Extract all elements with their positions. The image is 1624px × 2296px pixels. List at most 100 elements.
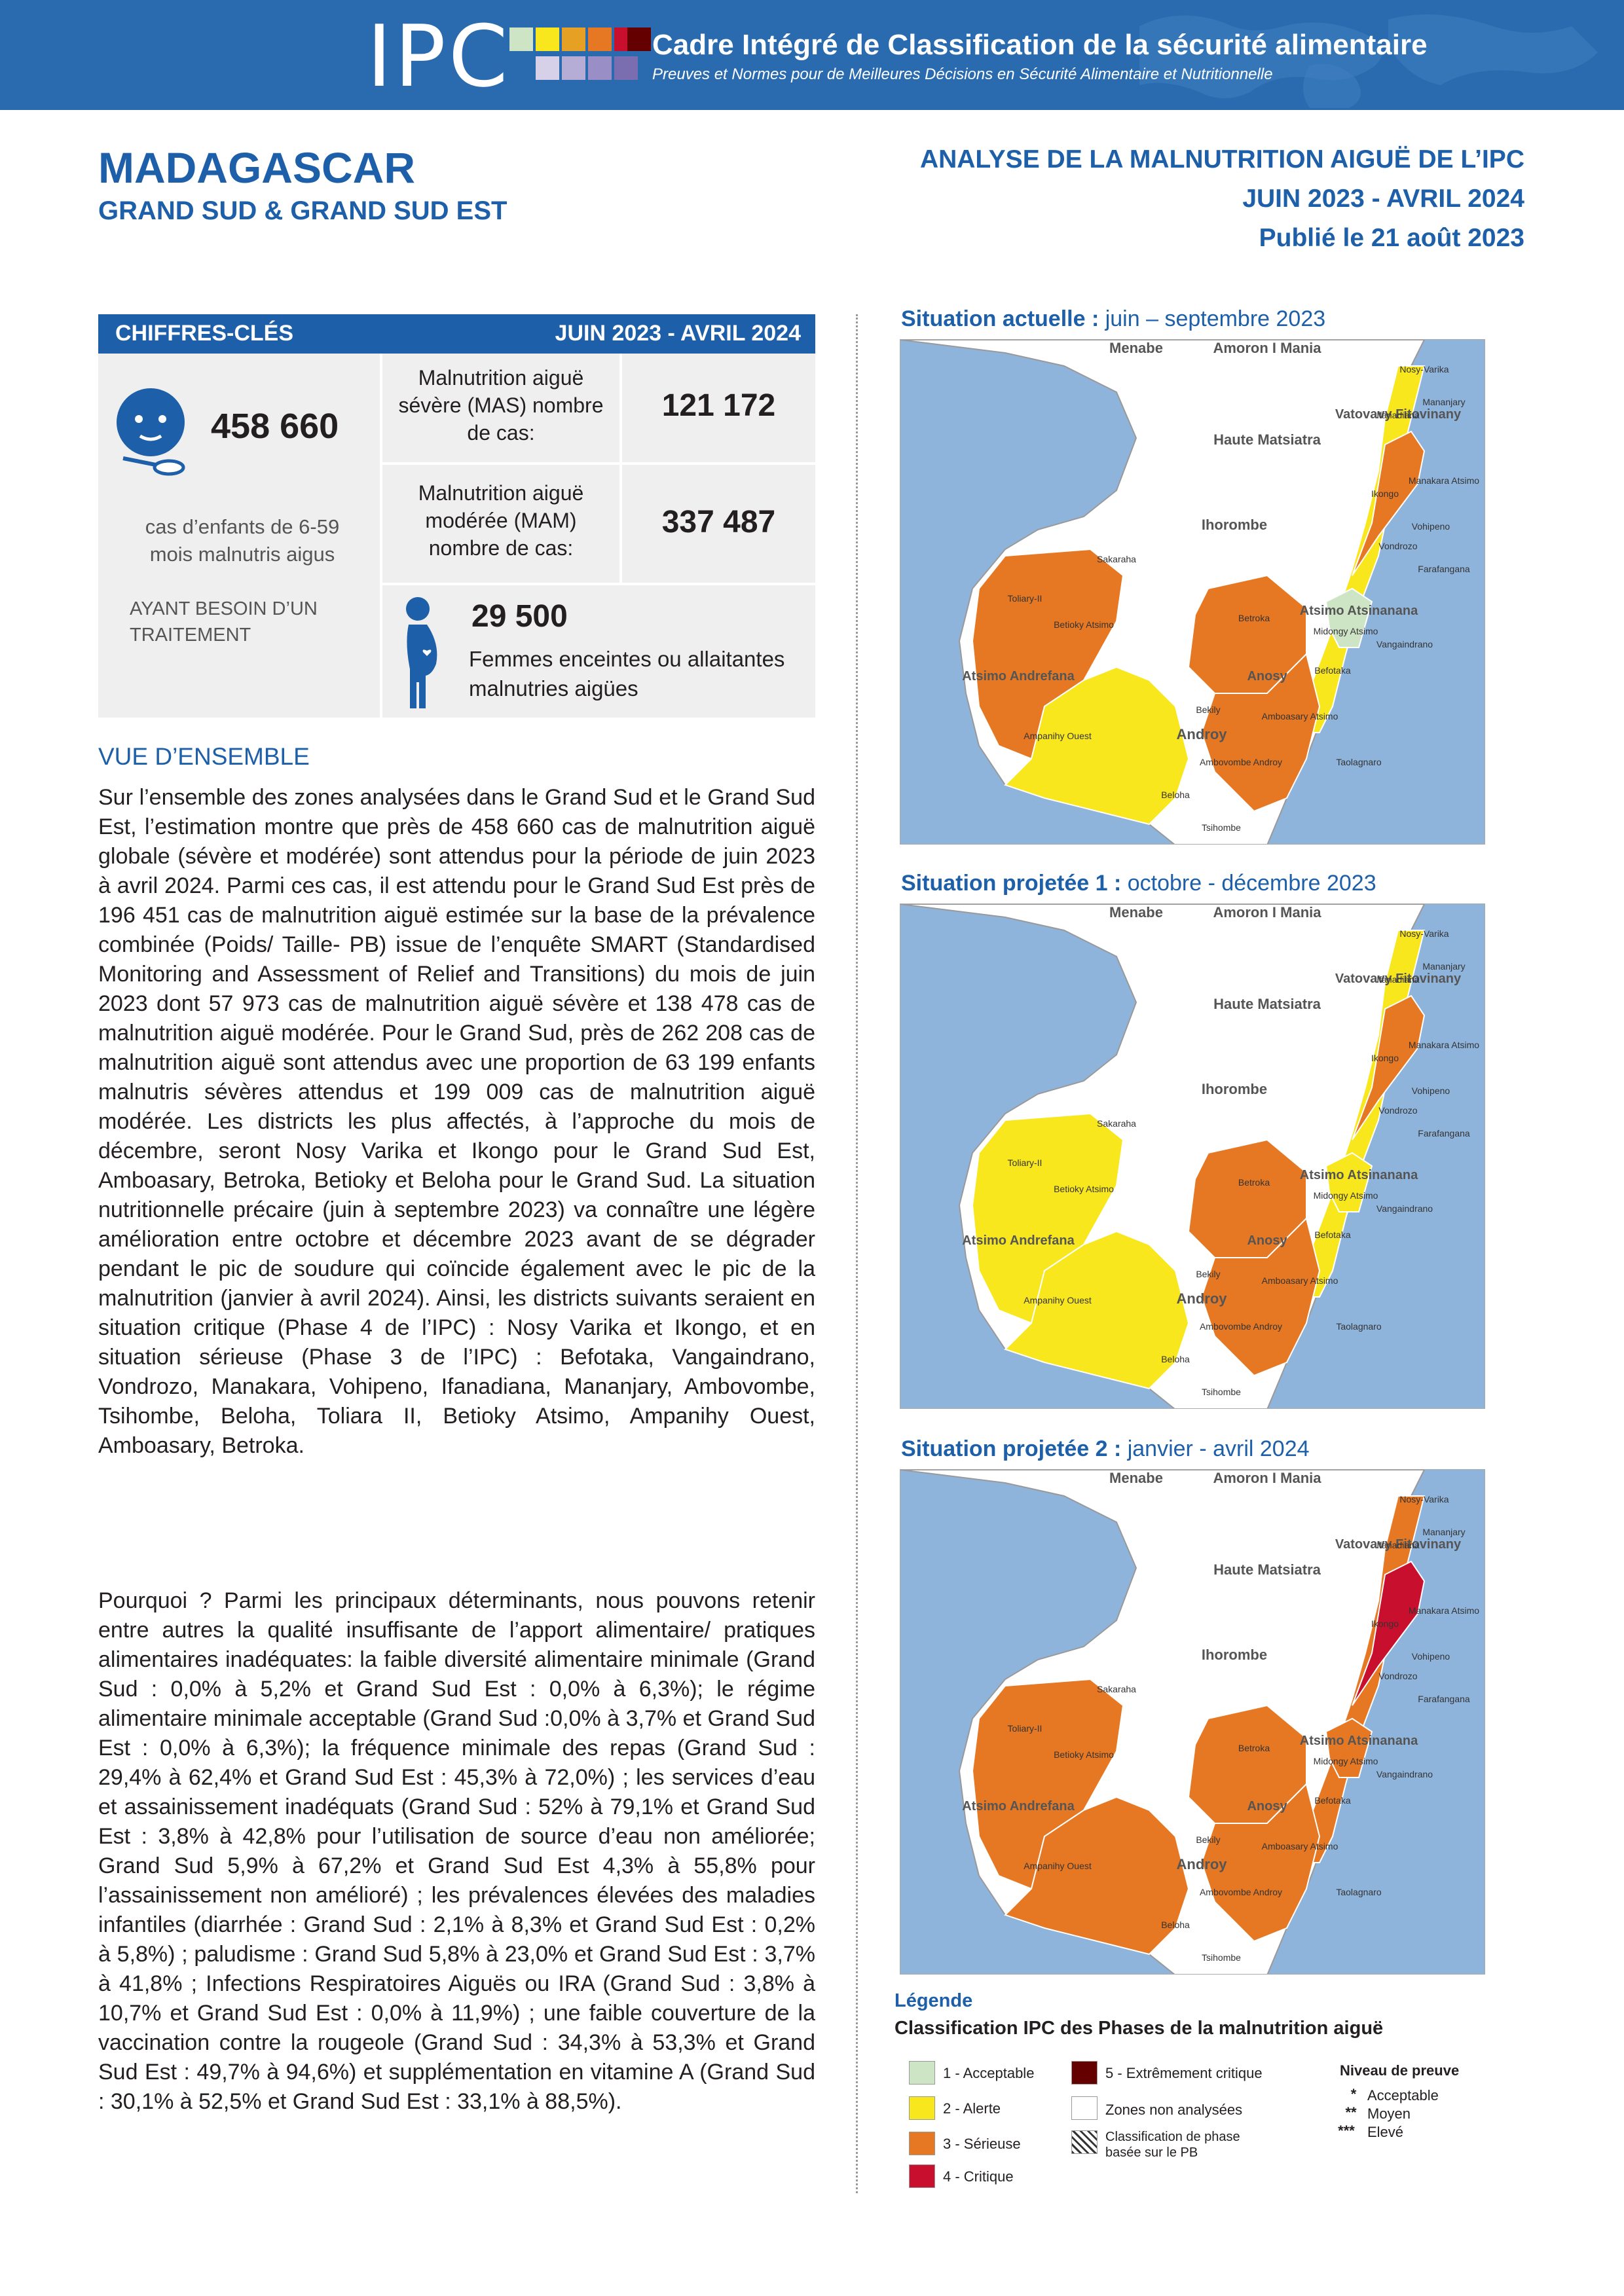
place-label: Betroka (1238, 1177, 1270, 1188)
place-label: Tsihombe (1202, 822, 1241, 833)
region-title: GRAND SUD & GRAND SUD EST (98, 196, 507, 225)
place-label: Ikongo (1371, 488, 1399, 499)
map-label-current: Situation actuelle : juin – septembre 20… (901, 306, 1325, 332)
header-subtitle: Preuves et Normes pour de Meilleures Déc… (652, 65, 1273, 83)
region-anosy (1200, 653, 1321, 812)
place-label: Farafangana (1418, 564, 1470, 574)
place-label: Toliary-II (1008, 593, 1043, 604)
legend-swatch-phase4 (909, 2164, 935, 2188)
legend-evidence-1: Acceptable (1367, 2087, 1439, 2104)
place-label: Ihorombe (1202, 1081, 1267, 1097)
place-label: Betioky Atsimo (1054, 1184, 1114, 1194)
mam-value: 337 487 (661, 505, 776, 539)
region-extreme (1352, 994, 1426, 1140)
place-label: Toliary-II (1008, 1723, 1043, 1734)
legend-subtitle: Classification IPC des Phases de la maln… (895, 2018, 1384, 2039)
place-label: Tsihombe (1202, 1952, 1241, 1963)
region-green (1325, 587, 1373, 648)
place-label: Betioky Atsimo (1054, 619, 1114, 630)
legend-swatch-not-analysed (1071, 2096, 1098, 2120)
map-svg: Menabe Amoron I Mania Haute Matsiatra Ihoro… (900, 1470, 1479, 1974)
overview-paragraph-1: Sur l’ensemble des zones analysées dans … (98, 785, 815, 1458)
legend-swatch-phase2 (909, 2096, 935, 2120)
place-label: Vondrozo (1378, 1671, 1417, 1681)
place-label: Nosy-Varika (1399, 928, 1449, 939)
place-label: Amboasary Atsimo (1262, 1275, 1338, 1286)
evidence-star-1: * (1350, 2086, 1357, 2102)
place-label: Sakaraha (1097, 1684, 1136, 1694)
logo-square (509, 27, 533, 51)
place-label: Ambovombe Androy (1200, 1887, 1282, 1897)
place-label: Befotaka (1314, 665, 1350, 676)
place-label: Menabe (1109, 904, 1163, 920)
logo-square (614, 56, 638, 80)
map-projection-2: Menabe Amoron I Mania Haute Matsiatra Ihoro… (900, 1469, 1485, 1975)
legend-evidence-title: Niveau de preuve (1340, 2062, 1460, 2079)
column-divider (856, 314, 858, 2193)
place-label: Bekily (1196, 1269, 1220, 1279)
key-figures-panel (98, 314, 815, 718)
women-label: Femmes enceintes ou allaitantes malnutri… (469, 647, 785, 701)
legend-swatch-phase3 (909, 2132, 935, 2155)
place-label: Ampanihy Ouest (1024, 1861, 1092, 1871)
region-south (1004, 1796, 1190, 1956)
place-label: Befotaka (1314, 1230, 1350, 1240)
place-label: Ifanadiana (1376, 410, 1420, 420)
legend-phase1: 1 - Acceptable (943, 2065, 1035, 2081)
divider (380, 354, 382, 718)
place-label: Manakara Atsimo (1409, 1040, 1479, 1050)
legend-not-analysed: Zones non analysées (1105, 2102, 1243, 2118)
place-label: Anosy (1247, 669, 1287, 683)
place-label: Atsimo Atsinanana (1300, 1168, 1418, 1182)
legend-evidence-2: Moyen (1367, 2105, 1411, 2122)
map-label-bold: Situation projetée 2 : (901, 1436, 1122, 1461)
place-label: Ikongo (1371, 1053, 1399, 1063)
map-current: Menabe Amoron I Mania Haute Matsiatra Ihoro… (900, 339, 1485, 845)
place-label: Vatovavy Fitovinany (1335, 972, 1462, 986)
place-label: Menabe (1109, 340, 1163, 356)
place-label: Vangaindrano (1376, 1769, 1433, 1779)
mam-label: Malnutrition aiguë modérée (MAM) nombre … (418, 481, 584, 560)
place-label: Nosy-Varika (1399, 1494, 1449, 1504)
place-label: Sakaraha (1097, 554, 1136, 564)
legend-phase2: 2 - Alerte (943, 2100, 1001, 2117)
place-label: Androy (1177, 726, 1228, 742)
place-label: Vondrozo (1378, 541, 1417, 551)
map-projection-1: Menabe Amoron I Mania Haute Matsiatra Ihoro… (900, 903, 1485, 1409)
region-green (1325, 1717, 1373, 1778)
divider (619, 354, 622, 584)
region-anosy (1200, 1217, 1321, 1377)
divider (382, 462, 815, 465)
logo-square (588, 27, 612, 51)
place-label: Taolagnaro (1336, 1887, 1381, 1897)
place-label: Bekily (1196, 704, 1220, 715)
place-label: Androy (1177, 1290, 1228, 1307)
logo-square (562, 56, 585, 80)
place-label: Manakara Atsimo (1409, 475, 1479, 486)
overview-paragraph-2: Pourquoi ? Parmi les principaux détermin… (98, 1588, 815, 2114)
place-label: Atsimo Andrefana (962, 1799, 1075, 1813)
place-label: Farafangana (1418, 1694, 1470, 1704)
legend-title: Légende (895, 1990, 973, 2011)
child-icon (117, 388, 185, 476)
legend-swatch-muac (1071, 2130, 1098, 2154)
place-label: Haute Matsiatra (1213, 996, 1321, 1012)
place-label: Vangaindrano (1376, 639, 1433, 649)
place-label: Beloha (1161, 790, 1190, 800)
place-label: Vangaindrano (1376, 1203, 1433, 1214)
legend-evidence-3: Elevé (1367, 2124, 1404, 2140)
place-label: Sakaraha (1097, 1118, 1136, 1129)
place-label: Tsihombe (1202, 1387, 1241, 1397)
place-label: Midongy Atsimo (1314, 1756, 1378, 1766)
place-label: Ikongo (1371, 1618, 1399, 1629)
place-label: Betioky Atsimo (1054, 1749, 1114, 1760)
place-label: Mananjary (1422, 397, 1465, 407)
place-label: Manakara Atsimo (1409, 1605, 1479, 1616)
place-label: Atsimo Andrefana (962, 669, 1075, 683)
place-label: Menabe (1109, 1470, 1163, 1486)
map-label-projection-2: Situation projetée 2 : janvier - avril 2… (901, 1436, 1310, 1462)
place-label: Toliary-II (1008, 1157, 1043, 1168)
overview-title: VUE D’ENSEMBLE (98, 743, 310, 770)
evidence-star-2: ** (1345, 2104, 1357, 2121)
women-value: 29 500 (471, 599, 568, 634)
